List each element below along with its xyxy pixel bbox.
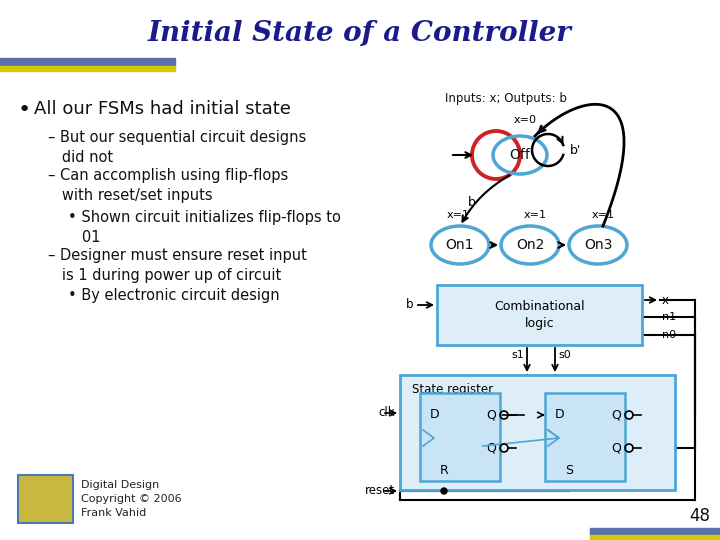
Text: On1: On1: [446, 238, 474, 252]
Bar: [18, 475, 73, 523]
Text: – But our sequential circuit designs
   did not: – But our sequential circuit designs did…: [48, 130, 306, 165]
Text: s0: s0: [558, 350, 571, 360]
Text: S: S: [565, 464, 573, 477]
Text: Q: Q: [611, 442, 621, 455]
Text: Off: Off: [510, 148, 531, 162]
Text: – Can accomplish using flip-flops
   with reset/set inputs: – Can accomplish using flip-flops with r…: [48, 168, 288, 204]
Text: Q: Q: [486, 408, 496, 422]
Text: x=1: x=1: [592, 210, 614, 220]
Text: On2: On2: [516, 238, 544, 252]
Bar: [420, 393, 500, 481]
Text: All our FSMs had initial state: All our FSMs had initial state: [34, 100, 291, 118]
Text: On3: On3: [584, 238, 612, 252]
Text: Combinational
logic: Combinational logic: [494, 300, 585, 329]
Text: Q: Q: [486, 442, 496, 455]
Text: b: b: [468, 197, 476, 210]
Text: b: b: [405, 299, 413, 312]
Text: – Designer must ensure reset input
   is 1 during power up of circuit: – Designer must ensure reset input is 1 …: [48, 248, 307, 284]
Text: Q: Q: [611, 408, 621, 422]
Text: Inputs: x; Outputs: b: Inputs: x; Outputs: b: [445, 92, 567, 105]
Text: n0: n0: [662, 330, 676, 340]
Text: reset: reset: [365, 484, 395, 497]
Text: Digital Design
Copyright © 2006
Frank Vahid: Digital Design Copyright © 2006 Frank Va…: [81, 480, 181, 518]
Text: Initial State of a Controller: Initial State of a Controller: [148, 19, 572, 46]
Text: n1: n1: [662, 312, 676, 322]
Bar: [400, 375, 675, 490]
Text: x=0: x=0: [513, 115, 536, 125]
Bar: [590, 528, 720, 535]
Text: 48: 48: [689, 507, 710, 525]
Text: State register: State register: [412, 383, 493, 396]
Text: clk: clk: [379, 407, 395, 420]
Text: • Shown circuit initializes flip-flops to
   01: • Shown circuit initializes flip-flops t…: [68, 210, 341, 245]
Text: D: D: [555, 408, 564, 422]
Bar: [590, 535, 720, 540]
Text: D: D: [430, 408, 440, 422]
Text: x: x: [662, 294, 669, 307]
Text: • By electronic circuit design: • By electronic circuit design: [68, 288, 279, 303]
Bar: [545, 393, 625, 481]
Text: R: R: [440, 464, 449, 477]
Text: x=1: x=1: [446, 210, 469, 220]
Text: x=1: x=1: [523, 210, 546, 220]
Bar: [0, 66, 175, 71]
Text: •: •: [18, 100, 31, 120]
Text: b': b': [570, 144, 581, 157]
Text: s1: s1: [511, 350, 524, 360]
Bar: [437, 285, 642, 345]
Bar: [0, 58, 175, 66]
Circle shape: [441, 488, 447, 494]
